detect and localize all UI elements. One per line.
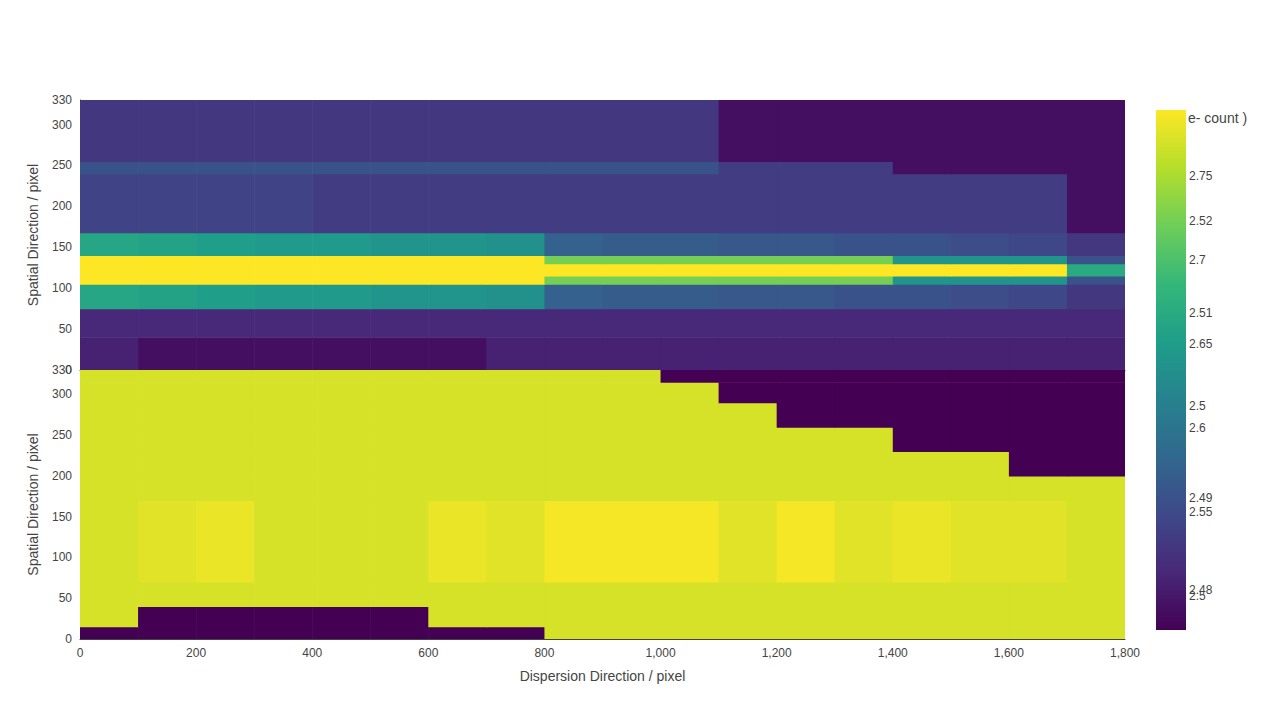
svg-text:100: 100 <box>52 281 72 295</box>
svg-text:0: 0 <box>77 646 84 660</box>
svg-text:2.6: 2.6 <box>1189 421 1206 435</box>
svg-text:300: 300 <box>52 387 72 401</box>
svg-text:2.51: 2.51 <box>1189 306 1213 320</box>
svg-text:330: 330 <box>52 93 72 107</box>
svg-text:330: 330 <box>52 363 72 377</box>
svg-text:1,000: 1,000 <box>646 646 676 660</box>
svg-text:50: 50 <box>59 591 73 605</box>
svg-text:250: 250 <box>52 428 72 442</box>
svg-text:Dispersion Direction / pixel: Dispersion Direction / pixel <box>520 668 686 684</box>
svg-text:e- count ): e- count ) <box>1188 110 1247 126</box>
svg-text:2.65: 2.65 <box>1189 337 1213 351</box>
svg-text:150: 150 <box>52 510 72 524</box>
svg-text:2.49: 2.49 <box>1189 491 1213 505</box>
svg-text:1,800: 1,800 <box>1110 646 1140 660</box>
svg-text:1,200: 1,200 <box>762 646 792 660</box>
svg-text:50: 50 <box>59 322 73 336</box>
svg-text:800: 800 <box>534 646 554 660</box>
svg-text:100: 100 <box>52 550 72 564</box>
svg-text:Spatial Direction / pixel: Spatial Direction / pixel <box>25 164 41 306</box>
svg-text:300: 300 <box>52 118 72 132</box>
svg-text:2.75: 2.75 <box>1189 169 1213 183</box>
svg-text:0: 0 <box>65 632 72 646</box>
svg-text:1,600: 1,600 <box>994 646 1024 660</box>
svg-text:200: 200 <box>52 199 72 213</box>
svg-text:150: 150 <box>52 240 72 254</box>
svg-text:200: 200 <box>186 646 206 660</box>
svg-text:2.55: 2.55 <box>1189 505 1213 519</box>
svg-text:200: 200 <box>52 469 72 483</box>
svg-text:400: 400 <box>302 646 322 660</box>
svg-text:600: 600 <box>418 646 438 660</box>
svg-text:250: 250 <box>52 158 72 172</box>
svg-text:2.5: 2.5 <box>1189 399 1206 413</box>
svg-text:2.52: 2.52 <box>1189 214 1213 228</box>
svg-text:2.5: 2.5 <box>1189 589 1206 603</box>
svg-text:2.7: 2.7 <box>1189 253 1206 267</box>
svg-text:Spatial Direction / pixel: Spatial Direction / pixel <box>25 433 41 575</box>
svg-text:1,400: 1,400 <box>878 646 908 660</box>
